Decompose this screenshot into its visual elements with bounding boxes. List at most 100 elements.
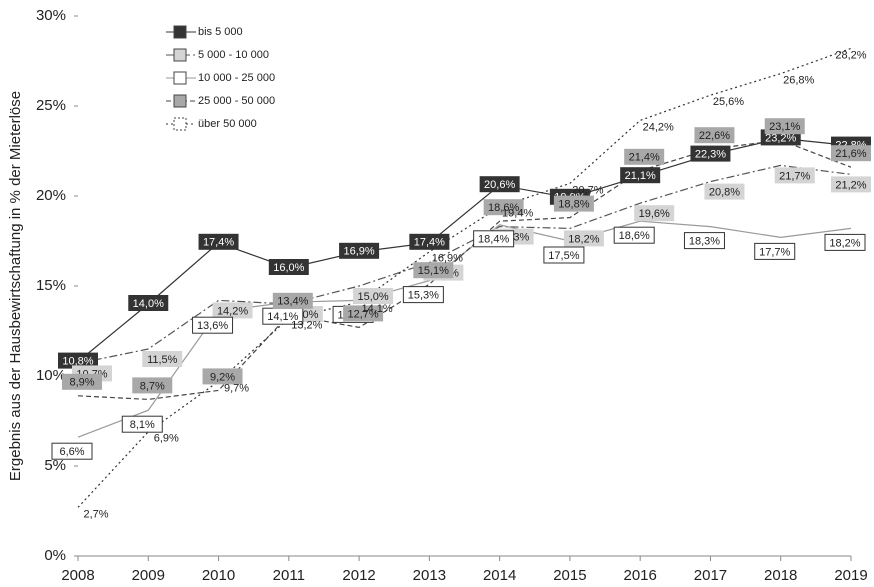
label-box <box>624 148 665 165</box>
label-box <box>192 316 234 334</box>
data-label: 18,2% <box>568 233 599 245</box>
label-box <box>212 302 253 319</box>
data-label: 17,4% <box>414 237 445 249</box>
label-box <box>824 233 866 251</box>
data-label: 19,6% <box>639 208 670 220</box>
data-label: 22,6% <box>699 130 730 142</box>
y-tick-label: 5% <box>44 457 66 474</box>
label-box <box>620 167 661 184</box>
data-label: 26,8% <box>783 75 814 87</box>
data-label: 8,1% <box>130 419 155 431</box>
data-label: 15,1% <box>418 265 449 277</box>
data-label: 14,1% <box>267 311 298 323</box>
legend-swatch <box>173 48 187 62</box>
legend-label: über 50 000 <box>198 118 257 130</box>
legend-label: 5 000 - 10 000 <box>198 49 269 61</box>
data-label: 28,2% <box>835 49 866 61</box>
label-box <box>563 230 604 247</box>
label-box <box>473 230 515 248</box>
data-label: 17,7% <box>759 246 790 258</box>
x-tick-label: 2008 <box>61 567 94 584</box>
data-label: 21,4% <box>629 152 660 164</box>
x-tick-label: 2017 <box>694 567 727 584</box>
data-label: 20,6% <box>484 179 515 191</box>
data-label: 18,8% <box>558 199 589 211</box>
data-label: 9,2% <box>210 371 235 383</box>
label-box <box>132 377 173 394</box>
data-label: 17,4% <box>203 237 234 249</box>
data-label: 24,2% <box>643 121 674 133</box>
y-tick-label: 25% <box>36 97 66 114</box>
data-label: 16,9% <box>343 246 374 258</box>
label-box <box>51 442 93 460</box>
data-label: 15,0% <box>357 291 388 303</box>
data-label: 13,4% <box>277 296 308 308</box>
label-box <box>690 145 731 162</box>
label-box <box>479 176 520 193</box>
label-box <box>128 295 169 311</box>
label-box <box>704 183 745 200</box>
label-box <box>353 288 394 304</box>
data-label: 6,6% <box>59 446 84 458</box>
y-tick-label: 0% <box>44 547 66 564</box>
series-line <box>77 139 852 401</box>
data-label: 8,7% <box>140 380 165 392</box>
label-box <box>58 352 98 369</box>
label-box <box>694 127 735 144</box>
data-label: 18,4% <box>478 234 509 246</box>
data-label: 14,0% <box>133 298 164 310</box>
label-box <box>198 233 239 250</box>
label-box <box>413 262 454 279</box>
x-tick-label: 2009 <box>132 567 165 584</box>
data-label: 15,3% <box>408 290 439 302</box>
data-label: 9,7% <box>224 382 249 394</box>
data-label: 18,3% <box>689 236 720 248</box>
data-label: 16,9% <box>432 253 463 265</box>
label-box <box>831 176 871 193</box>
x-tick-label: 2012 <box>342 567 375 584</box>
label-box <box>774 167 815 184</box>
label-box <box>553 195 594 212</box>
data-label: 14,2% <box>217 305 248 317</box>
legend-swatch <box>173 117 187 131</box>
x-tick-label: 2018 <box>764 567 797 584</box>
data-label: 21,2% <box>835 179 866 191</box>
data-label: 2,7% <box>83 508 108 520</box>
data-label: 21,6% <box>835 148 866 160</box>
legend-label: bis 5 000 <box>198 26 243 38</box>
x-tick-label: 2015 <box>553 567 586 584</box>
x-tick-label: 2014 <box>483 567 516 584</box>
data-label: 21,1% <box>625 170 656 182</box>
label-box <box>402 286 444 304</box>
data-label: 12,7% <box>347 308 378 320</box>
label-box <box>343 305 384 322</box>
label-box <box>831 145 871 162</box>
label-box <box>142 351 183 367</box>
label-box <box>754 242 796 260</box>
series-line <box>77 47 852 508</box>
data-label: 13,2% <box>291 319 322 331</box>
label-box <box>272 292 313 309</box>
data-label: 20,8% <box>709 187 740 199</box>
data-label: 14,1% <box>361 303 392 315</box>
legend-label: 25 000 - 50 000 <box>198 95 275 107</box>
data-label: 10,8% <box>62 356 93 368</box>
data-label: 11,5% <box>147 354 178 366</box>
legend-swatch <box>173 71 187 85</box>
label-box <box>409 233 450 250</box>
x-tick-label: 2019 <box>834 567 867 584</box>
label-box <box>202 368 243 385</box>
label-box <box>613 226 655 244</box>
label-box <box>121 415 163 433</box>
data-label: 18,6% <box>619 230 650 242</box>
x-tick-label: 2016 <box>623 567 656 584</box>
legend-label: 10 000 - 25 000 <box>198 72 275 84</box>
data-label: 18,6% <box>488 202 519 214</box>
data-label: 25,6% <box>713 96 744 108</box>
label-box <box>483 199 524 216</box>
series-line <box>77 164 852 364</box>
label-box <box>543 246 585 264</box>
data-label: 6,9% <box>154 433 179 445</box>
data-label: 21,7% <box>779 170 810 182</box>
